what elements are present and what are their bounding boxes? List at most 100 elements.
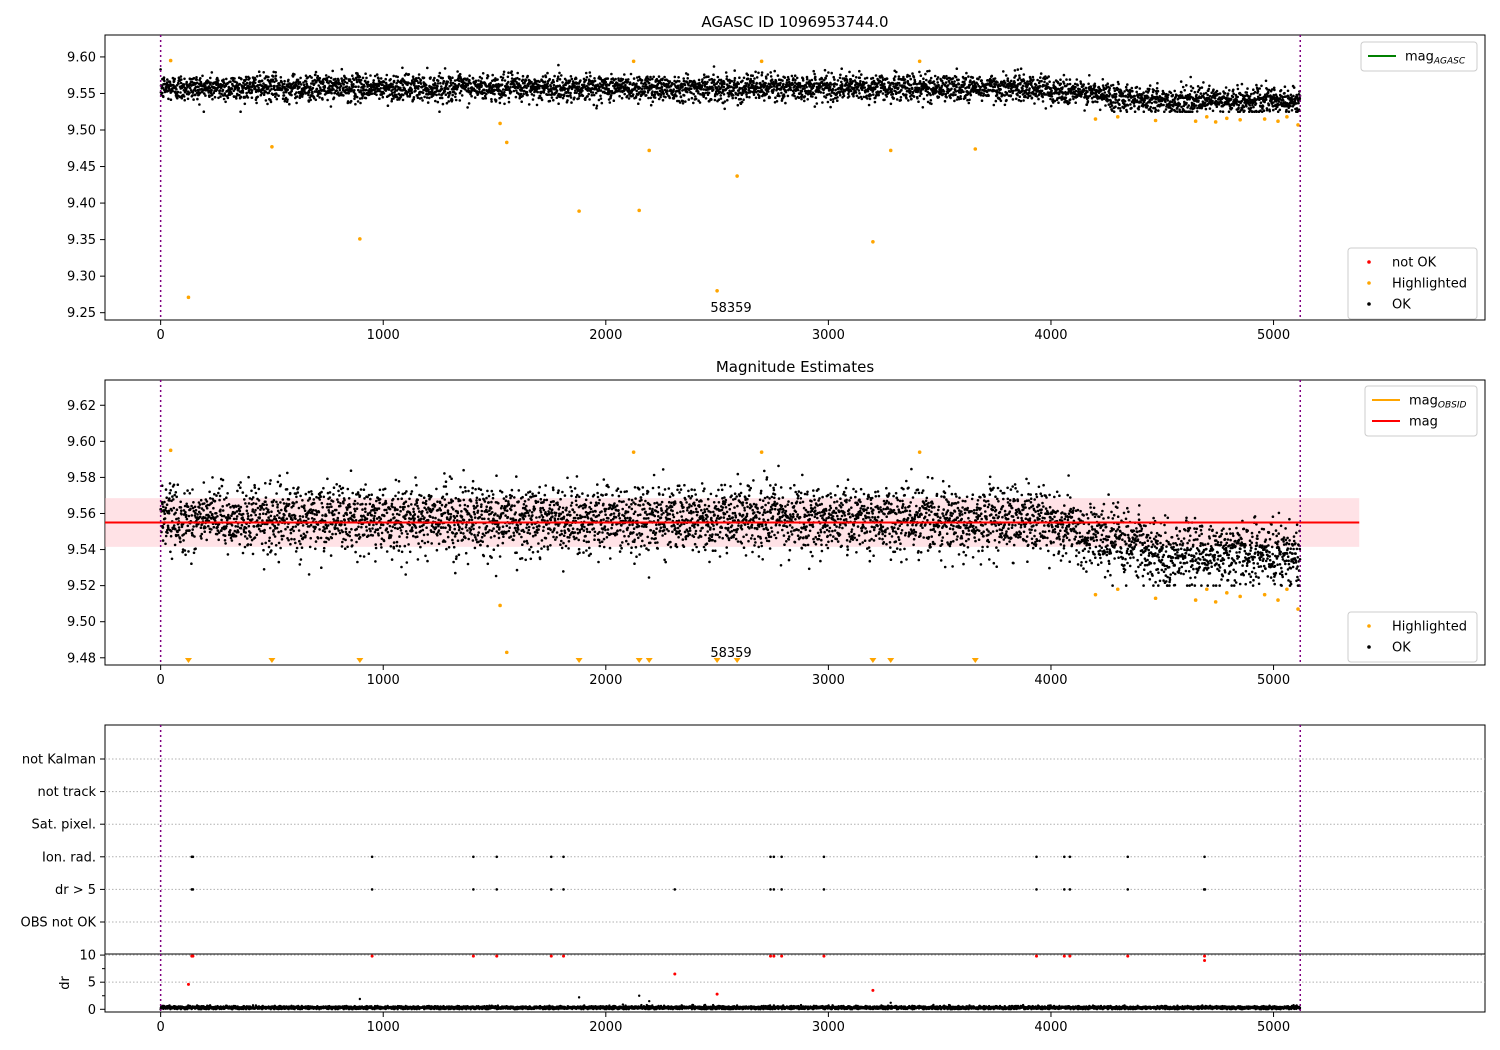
ok-point <box>458 72 462 76</box>
ok-point <box>257 86 260 90</box>
ok-point <box>509 86 512 89</box>
ok-point <box>679 95 683 99</box>
ok-point <box>1082 83 1085 86</box>
ok-point <box>451 93 455 97</box>
ok-point <box>810 78 814 82</box>
ok-point <box>172 79 176 83</box>
ok-point <box>332 88 335 91</box>
ok-point <box>876 85 879 88</box>
ok-point <box>521 94 524 98</box>
ok-point <box>248 77 251 80</box>
ok-point <box>735 85 739 89</box>
ok-point <box>955 67 959 70</box>
ok-point <box>167 97 170 101</box>
ok-point <box>1150 110 1153 113</box>
ok-point <box>527 103 531 106</box>
ok-point <box>306 76 310 79</box>
ok-point <box>184 88 188 91</box>
ok-point <box>195 76 198 79</box>
ok-point <box>544 80 547 84</box>
ok-point <box>1167 93 1170 97</box>
ok-point <box>325 77 329 80</box>
ok-point <box>1196 106 1199 110</box>
ok-point <box>1245 105 1248 108</box>
ok-point <box>239 95 243 99</box>
ok-point <box>1118 103 1121 106</box>
ok-point <box>454 95 457 99</box>
ok-point <box>419 82 423 85</box>
ok-point <box>395 95 399 99</box>
ok-point <box>436 84 439 88</box>
ok-point <box>556 75 560 78</box>
ok-point <box>313 82 316 85</box>
ok-point <box>800 89 804 93</box>
ok-point <box>171 89 174 93</box>
ok-point <box>725 75 729 78</box>
ok-point <box>885 95 888 98</box>
ok-point <box>242 81 245 85</box>
ok-point <box>779 81 782 85</box>
ok-point <box>446 87 450 91</box>
ok-point <box>309 85 312 89</box>
ok-point <box>354 102 357 106</box>
ok-point <box>1108 93 1112 96</box>
ok-point <box>814 96 818 99</box>
ok-point <box>449 79 453 82</box>
ok-point <box>604 80 608 84</box>
ok-point <box>1050 95 1054 98</box>
ok-point <box>813 72 816 76</box>
ok-point <box>450 98 454 102</box>
ok-point <box>497 82 500 86</box>
ok-point <box>1195 110 1199 113</box>
ok-point <box>812 84 816 88</box>
ok-point <box>881 92 885 95</box>
ok-point <box>742 98 745 101</box>
agasc-panel: AGASC ID 1096953744.0 0 1000 2000 3000 4000 5… <box>67 13 1486 343</box>
ok-point <box>314 70 318 74</box>
ok-point <box>168 87 171 91</box>
ok-point <box>908 74 911 78</box>
ok-point <box>382 92 386 95</box>
ok-point <box>555 96 559 100</box>
ok-point <box>778 94 781 98</box>
ok-point <box>663 75 666 79</box>
ok-point <box>372 79 376 82</box>
ok-point <box>440 96 444 100</box>
ok-point <box>266 102 269 106</box>
ok-point <box>1135 85 1139 89</box>
ok-point <box>290 89 294 93</box>
ok-point <box>500 83 504 86</box>
ok-point <box>1248 95 1252 98</box>
ok-point <box>1149 105 1152 109</box>
ok-point <box>413 82 416 85</box>
ok-point <box>315 87 319 91</box>
ok-point <box>836 79 840 82</box>
ok-point <box>673 75 677 79</box>
ok-point <box>414 77 418 80</box>
ok-point <box>1082 89 1086 92</box>
ok-point <box>456 70 459 73</box>
ok-point <box>899 98 902 102</box>
ok-point <box>1137 107 1140 111</box>
ok-point <box>248 81 252 84</box>
ok-point <box>722 85 726 89</box>
ok-point <box>1164 100 1167 104</box>
ok-point <box>500 95 503 99</box>
ok-point <box>436 79 440 83</box>
ok-point <box>421 91 425 95</box>
ok-point <box>1253 90 1257 94</box>
ok-point <box>278 84 282 87</box>
ok-point <box>1084 86 1088 90</box>
ok-point <box>416 96 420 99</box>
ok-point <box>595 104 599 108</box>
ok-point <box>1009 94 1013 97</box>
ok-point <box>480 84 483 87</box>
ok-point <box>533 90 536 94</box>
ok-point <box>1191 86 1195 90</box>
ok-point <box>698 81 701 85</box>
ok-point <box>765 77 768 80</box>
ok-point <box>722 93 726 96</box>
ok-point <box>1230 98 1233 101</box>
ok-point <box>391 85 395 89</box>
ok-point <box>479 80 483 83</box>
